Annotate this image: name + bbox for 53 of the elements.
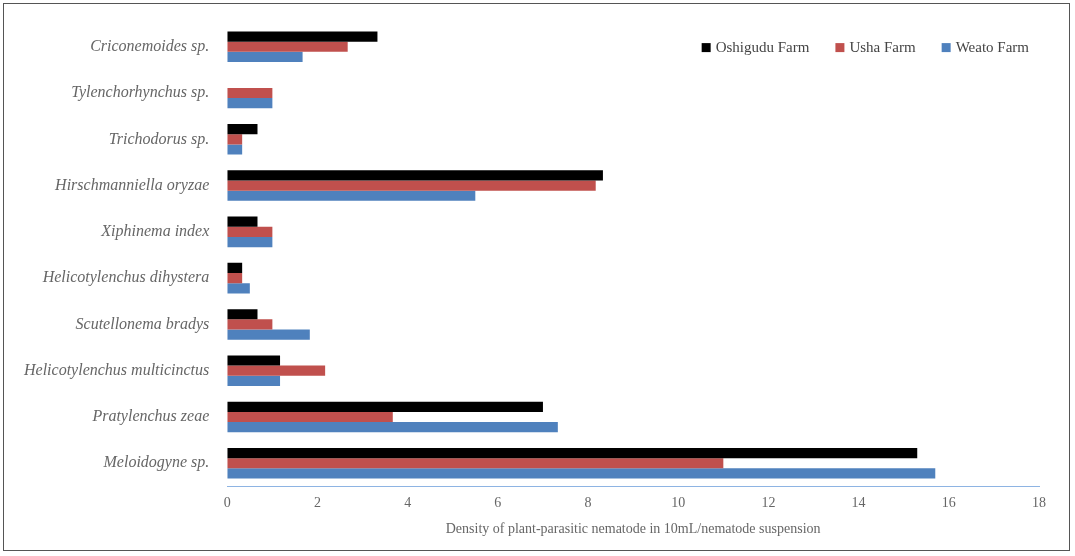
- bar: [227, 309, 258, 320]
- legend-label: Oshigudu Farm: [715, 38, 810, 55]
- bar: [227, 98, 273, 109]
- bar: [227, 180, 596, 191]
- y-tick-label: Hirschmanniella oryzae: [54, 175, 210, 194]
- x-tick-label: 14: [851, 495, 866, 511]
- legend-label: Weato Farm: [955, 38, 1030, 55]
- bar: [227, 468, 936, 479]
- y-tick-label: Pratylenchus zeae: [91, 407, 210, 426]
- x-axis-title: Density of plant-parasitic nematode in 10mL/nematode suspension: [445, 521, 821, 537]
- x-tick-label: 8: [584, 495, 592, 511]
- bar: [227, 190, 476, 201]
- bar: [227, 236, 273, 248]
- bar: [227, 375, 281, 386]
- bar: [227, 226, 273, 237]
- y-tick-label: Tylenchorhynchus sp.: [71, 83, 210, 102]
- bar: [227, 458, 724, 469]
- bar: [227, 329, 310, 340]
- bar: [227, 262, 243, 274]
- x-tick-label: 16: [941, 495, 956, 511]
- y-tick-label: Scutellonema bradys: [75, 314, 210, 333]
- bar: [227, 422, 558, 433]
- x-tick-label: 10: [671, 495, 686, 511]
- x-tick-label: 0: [223, 495, 231, 511]
- y-tick-label: Xiphinema index: [100, 222, 210, 241]
- bar: [227, 273, 243, 284]
- x-tick-label: 18: [1032, 495, 1046, 511]
- bar: [227, 41, 348, 52]
- bar: [227, 170, 603, 181]
- bar: [227, 51, 303, 63]
- x-tick-label: 12: [761, 495, 776, 511]
- legend-label: Usha Farm: [849, 38, 916, 55]
- bar: [227, 447, 918, 459]
- bar: [227, 411, 393, 423]
- y-tick-label: Helicotylenchus dihystera: [41, 268, 210, 287]
- x-tick-label: 4: [404, 495, 412, 511]
- y-tick-label: Helicotylenchus multicinctus: [23, 360, 210, 379]
- bar: [227, 87, 273, 99]
- bar: [227, 31, 378, 42]
- bar: [227, 319, 273, 330]
- bar: [227, 401, 543, 412]
- y-tick-label: Criconemoides sp.: [90, 36, 210, 55]
- bar: [227, 124, 258, 135]
- bar: [227, 365, 326, 376]
- x-tick-label: 6: [494, 495, 502, 511]
- bar: [227, 283, 250, 294]
- y-tick-label: Meloidogyne sp.: [102, 453, 210, 472]
- bar: [227, 144, 243, 155]
- bar: [227, 355, 281, 366]
- y-tick-label: Trichodorus sp.: [108, 129, 210, 148]
- x-tick-label: 2: [313, 495, 321, 511]
- bar: [227, 216, 258, 227]
- bar: [227, 134, 243, 145]
